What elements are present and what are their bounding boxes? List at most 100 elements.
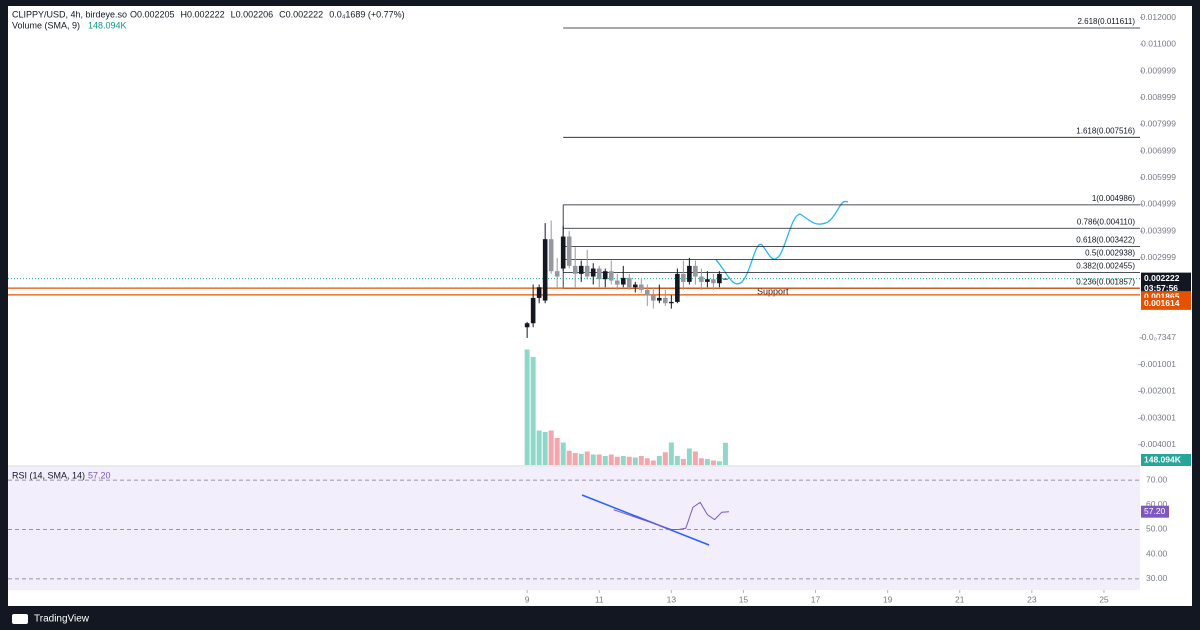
candle-body [675,273,680,302]
volume-bar [698,458,704,465]
x-tick-label: 13 [667,594,677,604]
rsi-tick-label: 40.00 [1146,548,1168,558]
ohlc-value: 0.0₄1689 (+0.77%) [329,9,404,19]
volume-bar [542,432,548,465]
volume-bar [638,456,644,465]
volume-badge: 148.094K [1144,454,1182,464]
x-tick-label: 19 [883,594,893,604]
level-badge: 0.001614 [1144,298,1180,308]
x-tick-label: 25 [1099,594,1109,604]
y-tick-label: -0.002001 [1138,386,1177,396]
fib-label: 0.5(0.002938) [1085,249,1135,258]
x-tick-label: 17 [811,594,821,604]
volume-bar [536,430,542,465]
rsi-line [613,501,730,530]
volume-bar [722,442,728,465]
y-tick-label: 0.012000 [1141,12,1177,22]
volume-bar [704,459,710,465]
volume-bar [578,453,584,465]
fib-label: 0.618(0.003422) [1076,236,1135,245]
candle-body [645,289,650,296]
fib-label: 0.382(0.002455) [1076,262,1135,271]
candle-body [626,277,632,288]
volume-bar [674,456,680,465]
volume-badge-bg [1141,454,1191,466]
candle-body [548,239,554,272]
y-tick-label: -0.0₀7347 [1139,332,1176,342]
ohlc-value: L0.002206 [231,9,274,19]
level-badge: 0.001865 [1144,291,1180,301]
last-price-badge-bg [1141,272,1191,285]
candle-body [638,284,644,290]
volume-bar [692,451,698,465]
ohlc-value: C0.002222 [279,9,323,19]
volume-bar [686,448,692,465]
candle-body [681,273,686,282]
candle-body [723,278,728,280]
rsi-badge-bg [1141,505,1169,518]
candle-body [705,279,710,282]
candle-body [530,297,536,324]
candle-body [663,297,668,304]
candle-body [693,265,698,277]
rsi-tick-label: 60.00 [1146,499,1168,509]
volume-bar [548,430,554,465]
y-tick-label: -0.003001 [1138,412,1177,422]
volume-bar [716,461,722,465]
x-tick-label: 15 [739,594,749,604]
candle-body [657,297,662,301]
volume-bar [626,456,632,465]
candle-body [614,280,620,285]
rsi-value: 57.20 [88,470,111,480]
candle-body [632,284,638,288]
rsi-tick-label: 50.00 [1146,524,1168,534]
candle-body [651,295,656,301]
footer-brand: TradingView [34,614,90,625]
volume-bar [560,442,566,465]
volume-title: Volume (SMA, 9) [12,20,80,30]
x-tick-label: 9 [525,594,530,604]
volume-bar [680,459,686,465]
candle-body [602,271,608,280]
rsi-tick-label: 30.00 [1146,573,1168,583]
candle-body [687,265,692,282]
chart-title: CLIPPY/USD, 4h, birdeye.so [12,9,127,19]
candle-body [566,236,572,266]
volume-bar [554,438,560,465]
fib-label: 2.618(0.011611) [1077,17,1135,26]
logo [12,614,28,624]
candle-body [572,265,578,274]
countdown-badge: 03:57:56 [1144,283,1178,293]
candle-body [711,279,716,284]
projection-path [715,200,849,285]
annotation: Support [757,286,789,296]
last-price-badge: 0.002222 [1144,273,1180,283]
volume-bar [530,357,536,465]
volume-bar [572,453,578,465]
volume-bar [602,456,608,465]
candle-body [669,301,674,304]
volume-value: 148.094K [88,20,127,30]
ohlc-value: O0.002205 [130,9,175,19]
volume-bar [566,450,572,465]
candle-body [554,271,560,277]
y-tick-label: 0.008999 [1141,92,1177,102]
y-tick-label: -0.004001 [1138,439,1177,449]
volume-bar [710,460,716,465]
rsi-pane [8,467,1140,590]
y-tick-label: 0.011000 [1141,39,1176,49]
y-tick-label: 0.006999 [1141,145,1177,155]
volume-bar [668,442,674,465]
candle-body [578,265,584,274]
y-tick-label: 0.005999 [1141,172,1177,182]
volume-bar [656,456,662,465]
y-tick-label: 0.002999 [1141,252,1177,262]
volume-bar [590,454,596,465]
fib-label: 0.786(0.004110) [1077,217,1135,226]
x-tick-label: 11 [595,594,604,604]
y-tick-label: 0.007999 [1141,119,1177,129]
volume-bar [662,452,668,465]
candle-body [524,323,530,328]
